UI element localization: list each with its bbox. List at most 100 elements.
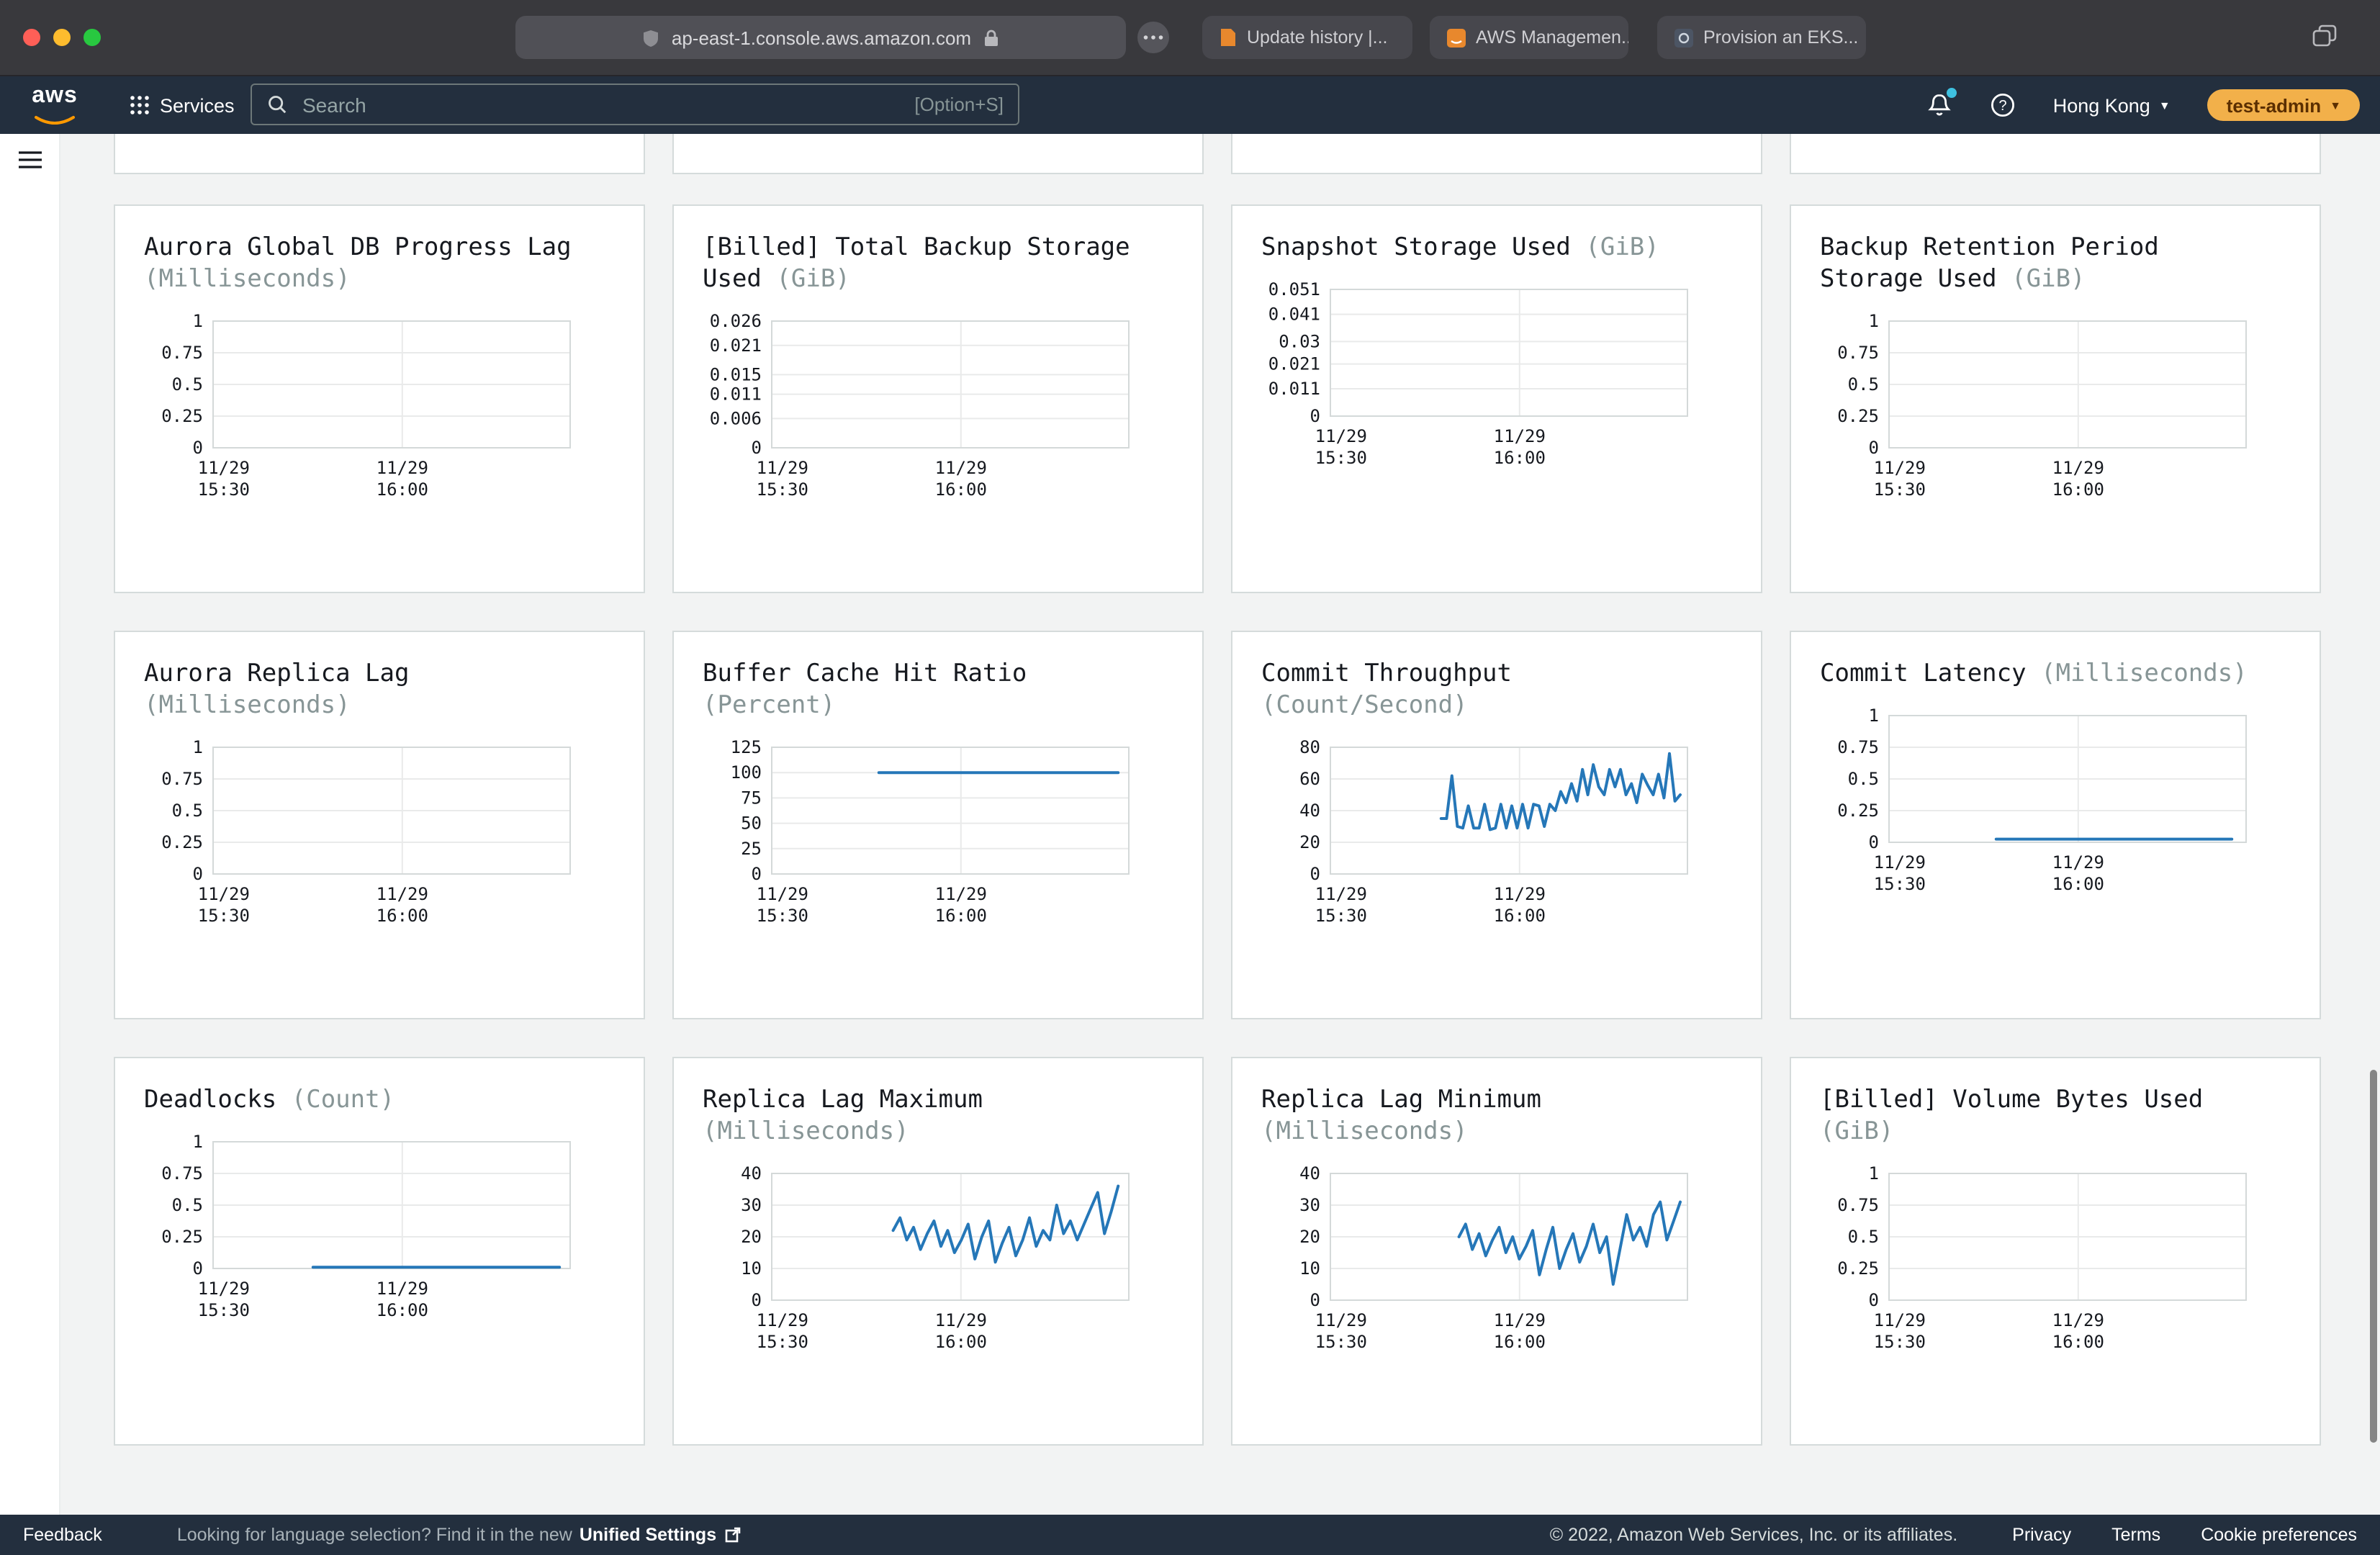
notifications-button[interactable] bbox=[1926, 88, 1957, 118]
copy-tabs-icon bbox=[2312, 24, 2337, 47]
svg-text:11/29: 11/29 bbox=[1874, 1310, 1926, 1330]
help-button[interactable]: ? bbox=[1990, 92, 2016, 118]
svg-text:0.5: 0.5 bbox=[1848, 1227, 1879, 1247]
metric-name: Aurora Global DB Progress Lag bbox=[144, 233, 572, 262]
metric-card: Replica Lag Minimum (Milliseconds) 0 10 20 3… bbox=[1231, 1057, 1762, 1446]
browser-tab-eks[interactable]: Provision an EKS... bbox=[1657, 16, 1866, 59]
terms-link[interactable]: Terms bbox=[2111, 1525, 2161, 1545]
metric-card: Aurora Replica Lag (Milliseconds) 0 0.25 0.… bbox=[114, 631, 645, 1019]
metric-unit: (GiB) bbox=[1585, 233, 1659, 262]
svg-text:11/29: 11/29 bbox=[2052, 1310, 2104, 1330]
svg-text:0.25: 0.25 bbox=[1837, 801, 1879, 821]
search-input[interactable] bbox=[299, 91, 903, 117]
metric-unit: (Milliseconds) bbox=[1261, 1117, 1468, 1147]
menu-toggle-button[interactable] bbox=[17, 150, 43, 177]
svg-text:16:00: 16:00 bbox=[377, 906, 428, 926]
services-label: Services bbox=[160, 94, 235, 116]
svg-text:0.021: 0.021 bbox=[710, 335, 762, 356]
vertical-scrollbar[interactable] bbox=[2370, 1070, 2377, 1443]
notification-badge bbox=[1946, 88, 1957, 98]
account-label: test-admin bbox=[2226, 94, 2322, 116]
window-zoom-button[interactable] bbox=[84, 29, 101, 46]
metric-chart: 0 0.25 0.5 0.75 1 11/29 15:30 11/29 16:00 bbox=[144, 310, 615, 500]
svg-text:1: 1 bbox=[1869, 706, 1879, 726]
region-label: Hong Kong bbox=[2052, 94, 2150, 116]
global-search[interactable]: [Option+S] bbox=[251, 84, 1019, 125]
window-minimize-button[interactable] bbox=[53, 29, 71, 46]
address-url: ap-east-1.console.aws.amazon.com bbox=[671, 27, 972, 48]
metrics-dashboard: Aurora Global DB Progress Lag (Milliseco… bbox=[114, 134, 2321, 1446]
ellipsis-icon bbox=[1143, 35, 1163, 40]
metric-unit: (GiB) bbox=[776, 265, 850, 294]
metric-chart: 0 25 50 75 100 125 11/29 15:30 11/29 16:00 bbox=[703, 736, 1173, 926]
metric-name: Aurora Replica Lag bbox=[144, 659, 410, 688]
metric-unit: (Milliseconds) bbox=[144, 691, 351, 721]
tab-overview-button[interactable] bbox=[2312, 24, 2337, 55]
svg-text:0.25: 0.25 bbox=[1837, 1258, 1879, 1279]
metric-unit: (Count) bbox=[291, 1086, 395, 1114]
svg-text:0: 0 bbox=[1310, 406, 1320, 426]
svg-text:75: 75 bbox=[741, 788, 762, 808]
svg-text:125: 125 bbox=[731, 737, 762, 757]
svg-text:16:00: 16:00 bbox=[1494, 448, 1546, 468]
account-menu-button[interactable]: test-admin ▼ bbox=[2207, 89, 2360, 121]
unified-settings-link[interactable]: Unified Settings bbox=[579, 1525, 717, 1545]
feedback-button[interactable]: Feedback bbox=[23, 1525, 102, 1545]
svg-text:10: 10 bbox=[1299, 1258, 1320, 1279]
privacy-link[interactable]: Privacy bbox=[2012, 1525, 2072, 1545]
svg-text:0.5: 0.5 bbox=[172, 374, 203, 395]
copyright-text: © 2022, Amazon Web Services, Inc. or its… bbox=[1549, 1525, 1958, 1545]
aws-logo[interactable]: aws bbox=[29, 84, 81, 134]
svg-text:16:00: 16:00 bbox=[2052, 874, 2104, 894]
metric-card-title: Deadlocks (Count) bbox=[144, 1084, 576, 1116]
browser-tab-update-history[interactable]: Update history |... bbox=[1202, 16, 1412, 59]
svg-text:15:30: 15:30 bbox=[1874, 1332, 1926, 1352]
browser-tab-aws-console[interactable]: AWS Managemen... bbox=[1430, 16, 1628, 59]
svg-text:0.03: 0.03 bbox=[1279, 332, 1320, 352]
svg-text:11/29: 11/29 bbox=[1494, 426, 1546, 446]
metric-unit: (Milliseconds) bbox=[2041, 659, 2248, 688]
services-menu-button[interactable]: Services bbox=[130, 76, 235, 134]
console-content: Aurora Global DB Progress Lag (Milliseco… bbox=[0, 134, 2380, 1515]
svg-text:11/29: 11/29 bbox=[198, 884, 250, 904]
svg-text:0.75: 0.75 bbox=[161, 343, 203, 363]
metric-card-title: [Billed] Total Backup Storage Used (GiB) bbox=[703, 232, 1135, 295]
metric-name: Replica Lag Maximum bbox=[703, 1086, 983, 1114]
svg-text:0.5: 0.5 bbox=[1848, 769, 1879, 789]
metric-card: [Billed] Volume Bytes Used (GiB) 0 0.25 0.5… bbox=[1790, 1057, 2321, 1446]
metric-name: Commit Latency bbox=[1820, 659, 2027, 688]
svg-text:0.5: 0.5 bbox=[172, 801, 203, 821]
more-options-button[interactable] bbox=[1137, 22, 1169, 53]
svg-text:0: 0 bbox=[193, 864, 203, 884]
address-bar[interactable]: ap-east-1.console.aws.amazon.com bbox=[515, 16, 1126, 59]
svg-text:11/29: 11/29 bbox=[1494, 1310, 1546, 1330]
svg-text:11/29: 11/29 bbox=[1874, 458, 1926, 478]
chevron-down-icon: ▼ bbox=[2158, 99, 2171, 112]
svg-text:16:00: 16:00 bbox=[377, 479, 428, 500]
svg-text:11/29: 11/29 bbox=[1315, 884, 1367, 904]
svg-text:40: 40 bbox=[1299, 1163, 1320, 1184]
metric-chart: 0 0.011 0.021 0.03 0.041 0.051 11/29 15:30 11/29… bbox=[1261, 278, 1732, 468]
metric-card-title: Aurora Replica Lag (Milliseconds) bbox=[144, 658, 576, 721]
partial-card-row bbox=[114, 134, 2321, 174]
svg-text:16:00: 16:00 bbox=[935, 479, 987, 500]
metric-chart: 0 0.25 0.5 0.75 1 11/29 15:30 11/29 16:00 bbox=[144, 736, 615, 926]
aws-console-header: aws Services [Option+S] bbox=[0, 76, 2380, 134]
metric-card: Buffer Cache Hit Ratio (Percent) 0 25 50 75 1… bbox=[672, 631, 1204, 1019]
cookie-preferences-link[interactable]: Cookie preferences bbox=[2201, 1525, 2357, 1545]
tab-label: AWS Managemen... bbox=[1476, 27, 1628, 48]
svg-text:1: 1 bbox=[1869, 1163, 1879, 1184]
window-close-button[interactable] bbox=[23, 29, 40, 46]
svg-text:15:30: 15:30 bbox=[757, 1332, 808, 1352]
svg-text:0.75: 0.75 bbox=[1837, 343, 1879, 363]
svg-text:11/29: 11/29 bbox=[935, 458, 987, 478]
metric-card-title: Commit Latency (Milliseconds) bbox=[1820, 658, 2252, 690]
metric-card: Aurora Global DB Progress Lag (Milliseco… bbox=[114, 204, 645, 593]
svg-text:0.026: 0.026 bbox=[710, 311, 762, 331]
region-selector[interactable]: Hong Kong ▼ bbox=[2053, 94, 2171, 116]
